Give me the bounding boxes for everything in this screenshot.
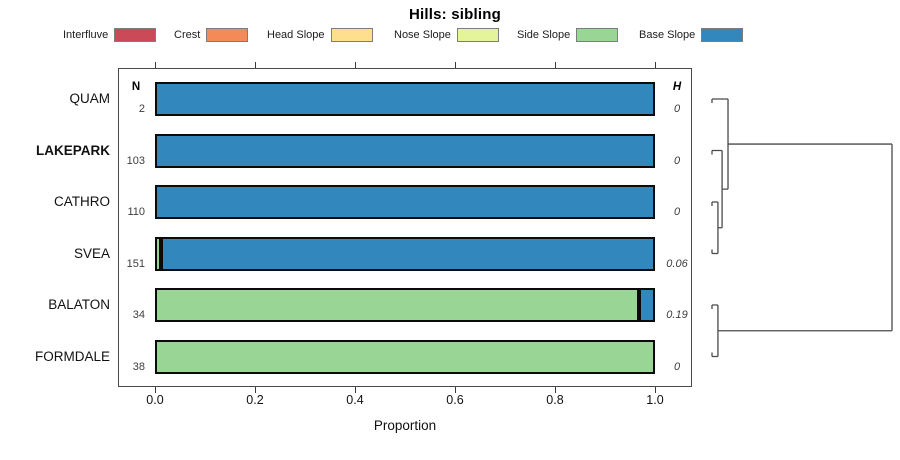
h-value: 0 (673, 103, 681, 115)
bar-row-svea (155, 236, 655, 271)
legend-label: Interfluve (63, 29, 109, 41)
x-tick-label: 0.4 (346, 393, 364, 407)
h-column-header: H (672, 81, 682, 93)
x-tick-bottom (455, 387, 457, 393)
h-value: 0 (673, 154, 681, 167)
x-tick-top (555, 62, 557, 68)
legend-item-interfluve: Interfluve (63, 27, 157, 43)
legend-item-side-slope: Side Slope (517, 27, 619, 43)
bar-row-formdale (155, 339, 655, 374)
row-label-cathro: CATHRO (54, 194, 110, 209)
bar-segment-base-slope (155, 133, 655, 168)
row-label-balaton: BALATON (48, 297, 110, 312)
x-axis-title: Proportion (373, 418, 437, 433)
row-label-quam: QUAM (69, 91, 111, 106)
x-tick-top (655, 62, 657, 68)
n-value: 151 (126, 257, 145, 270)
legend-item-head-slope: Head Slope (267, 27, 373, 43)
legend-swatch-icon (701, 28, 744, 42)
x-tick-label: 0.0 (146, 393, 164, 407)
legend-swatch-icon (206, 28, 249, 42)
n-value: 2 (138, 103, 145, 115)
dendrogram-links (711, 98, 893, 358)
legend-swatch-icon (330, 28, 373, 42)
legend-item-nose-slope: Nose Slope (394, 27, 499, 43)
row-label-formdale: FORMDALE (34, 348, 110, 364)
x-tick-label: 0.2 (246, 393, 264, 407)
legend-item-base-slope: Base Slope (639, 27, 744, 43)
legend-label: Nose Slope (394, 29, 451, 41)
x-tick-bottom (155, 387, 157, 393)
legend-label: Base Slope (639, 29, 696, 41)
plot-area-box (118, 68, 692, 387)
legend-label: Crest (174, 29, 201, 41)
bar-segment-base-slope (155, 82, 655, 116)
legend-swatch-icon (114, 28, 157, 42)
x-tick-bottom (655, 387, 657, 393)
legend-swatch-icon (456, 28, 499, 42)
x-tick-label: 0.6 (446, 393, 464, 407)
n-value: 103 (126, 154, 145, 167)
bar-segment-side-slope (155, 339, 655, 374)
n-column-header: N (131, 81, 141, 93)
legend-label: Side Slope (517, 29, 571, 41)
x-tick-bottom (255, 387, 257, 393)
n-value: 38 (132, 360, 145, 373)
bar-row-cathro (155, 185, 655, 219)
n-value: 110 (127, 206, 145, 218)
h-value: 0.06 (666, 257, 688, 270)
legend-item-crest: Crest (174, 27, 249, 43)
bar-segment-base-slope (161, 236, 655, 271)
bar-row-lakepark (155, 133, 655, 168)
x-tick-top (355, 62, 357, 68)
x-tick-label: 0.8 (546, 393, 564, 407)
h-value: 0 (673, 206, 681, 218)
h-value: 0.19 (666, 309, 688, 321)
h-value: 0 (673, 360, 681, 373)
bar-segment-base-slope (639, 288, 655, 322)
row-label-svea: SVEA (73, 245, 110, 261)
x-tick-top (255, 62, 257, 68)
bar-row-balaton (155, 288, 655, 322)
x-tick-bottom (555, 387, 557, 393)
chart-title: Hills: sibling (409, 6, 501, 23)
x-tick-bottom (355, 387, 357, 393)
row-label-lakepark: LAKEPARK (36, 142, 110, 158)
legend-label: Head Slope (267, 29, 325, 41)
x-tick-top (455, 62, 457, 68)
n-value: 34 (132, 309, 145, 321)
bar-segment-base-slope (155, 185, 655, 219)
legend-swatch-icon (576, 28, 619, 42)
x-tick-top (155, 62, 157, 68)
bar-segment-side-slope (155, 236, 161, 271)
bar-row-quam (155, 82, 655, 116)
bar-segment-side-slope (155, 288, 639, 322)
x-tick-label: 1.0 (646, 393, 664, 407)
